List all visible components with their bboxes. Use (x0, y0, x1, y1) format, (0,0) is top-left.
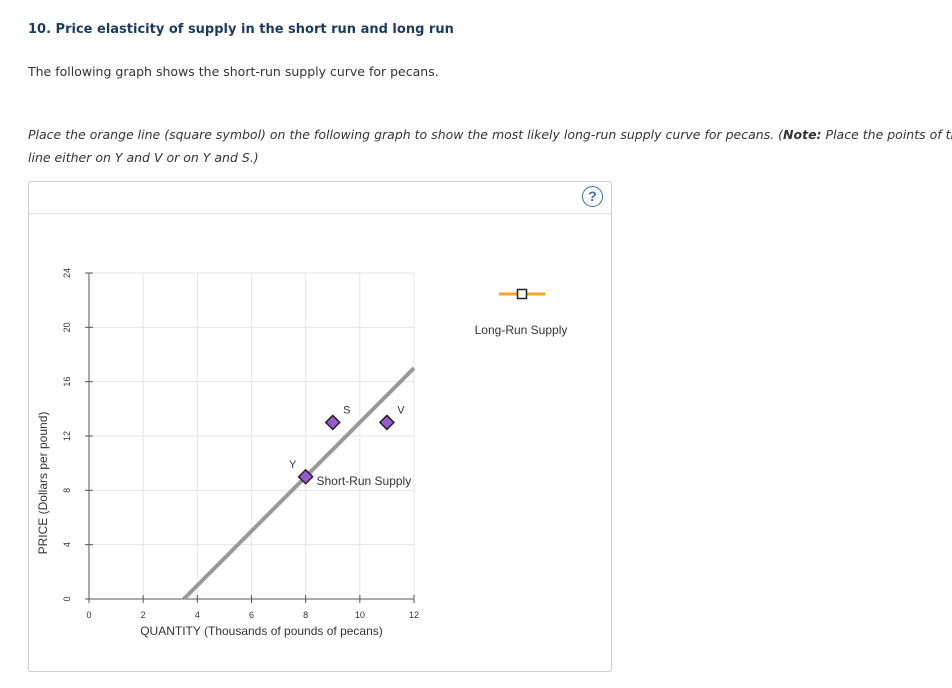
panel-toolbar: ? (29, 182, 611, 214)
x-axis-title: QUANTITY (Thousands of pounds of pecans) (140, 624, 383, 638)
point-y-label: Y (289, 459, 297, 471)
legend-long-run-label: Long-Run Supply (475, 323, 568, 337)
intro-text: The following graph shows the short-run … (28, 64, 439, 79)
help-button[interactable]: ? (582, 186, 603, 207)
y-tick-label: 4 (62, 542, 72, 547)
legend[interactable]: Long-Run Supply (475, 288, 568, 338)
instruction-part-a: Place the orange line (square symbol) on… (28, 127, 784, 142)
y-tick-label: 20 (62, 322, 72, 332)
x-tick-label: 10 (355, 610, 365, 620)
x-tick-label: 6 (249, 610, 254, 620)
instruction-note: Note: (783, 127, 822, 142)
x-tick-label: 4 (195, 610, 200, 620)
points[interactable]: Y S V (289, 404, 405, 485)
x-tick-label: 8 (303, 610, 308, 620)
point-y-marker[interactable] (297, 468, 314, 485)
y-tick-label: 12 (62, 431, 72, 441)
point-s-label: S (343, 404, 350, 416)
legend-long-run-square-icon[interactable] (516, 288, 528, 300)
graph-panel: ? 0 2 4 6 8 10 12 0 4 8 12 16 20 24 QUANTITY (Thousand… (28, 181, 612, 672)
x-tick-label: 2 (141, 610, 146, 620)
y-tick-label: 0 (62, 596, 72, 601)
short-run-supply-label: Short-Run Supply (317, 474, 412, 488)
grid (89, 272, 415, 599)
instruction-text: Place the orange line (square symbol) on… (28, 123, 952, 169)
point-s-marker[interactable] (324, 414, 341, 431)
point-v-label: V (397, 404, 405, 416)
x-tick-label: 12 (409, 610, 419, 620)
instruction-part-b: Place the points of the (821, 127, 952, 142)
question-title: 10. Price elasticity of supply in the sh… (28, 22, 454, 37)
y-tick-label: 24 (62, 268, 72, 278)
instruction-part-c: line either on Y and V or on Y and S.) (28, 150, 259, 165)
y-tick-label: 8 (62, 488, 72, 493)
series: Short-Run Supply (182, 366, 416, 601)
short-run-supply-line (182, 366, 416, 601)
y-tick-label: 16 (62, 377, 72, 387)
y-axis-title: PRICE (Dollars per pound) (36, 412, 50, 555)
point-v-marker[interactable] (378, 414, 395, 431)
x-tick-label: 0 (86, 610, 91, 620)
